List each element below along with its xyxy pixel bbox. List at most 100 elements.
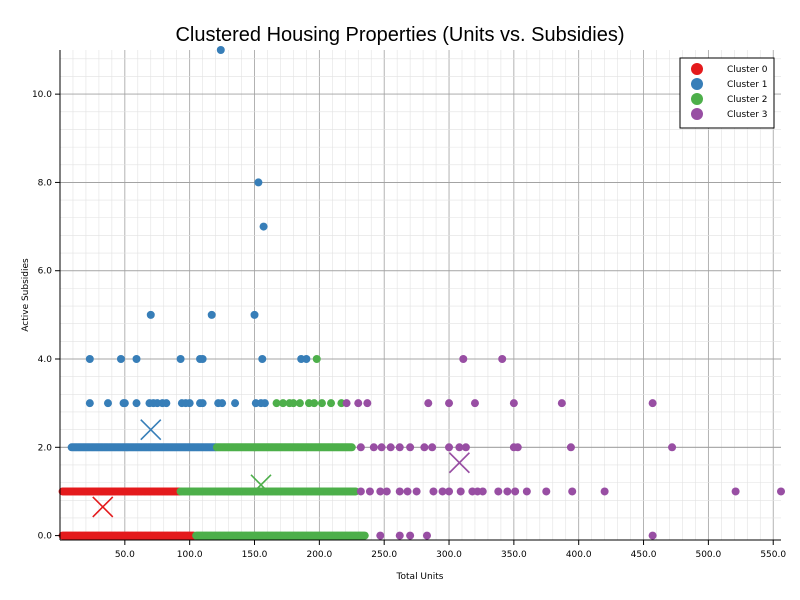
centroid-marker-cluster-0 xyxy=(92,496,114,518)
centroid-stroke xyxy=(140,419,162,441)
centroid-markers xyxy=(92,419,470,518)
data-point-cluster-2 xyxy=(312,355,321,364)
data-point-cluster-3 xyxy=(356,487,365,496)
data-point-cluster-3 xyxy=(494,487,503,496)
data-point-cluster-1 xyxy=(85,355,94,364)
data-point-cluster-3 xyxy=(668,443,677,452)
data-point-cluster-3 xyxy=(365,487,374,496)
data-point-cluster-3 xyxy=(498,355,507,364)
data-point-cluster-3 xyxy=(438,487,447,496)
x-tick-label: 500.0 xyxy=(695,550,721,560)
x-tick-label: 200.0 xyxy=(306,550,332,560)
data-point-cluster-3 xyxy=(395,443,404,452)
data-point-cluster-3 xyxy=(648,531,657,540)
data-point-cluster-2 xyxy=(272,399,281,408)
data-point-cluster-1 xyxy=(250,310,259,319)
data-points xyxy=(58,46,785,540)
data-point-cluster-3 xyxy=(777,487,785,496)
y-tick-label: 0.0 xyxy=(38,532,53,542)
data-point-cluster-1 xyxy=(85,399,94,408)
centroid-marker-cluster-3 xyxy=(448,452,470,474)
data-point-cluster-3 xyxy=(445,399,454,408)
data-point-cluster-3 xyxy=(354,399,363,408)
x-tick-label: 300.0 xyxy=(436,550,462,560)
x-tick-label: 350.0 xyxy=(501,550,527,560)
series-cluster-1 xyxy=(67,46,311,452)
data-point-cluster-1 xyxy=(120,399,129,408)
y-tick-label: 2.0 xyxy=(38,443,53,453)
data-point-cluster-1 xyxy=(258,355,267,364)
grid xyxy=(60,50,781,540)
data-point-cluster-3 xyxy=(513,443,522,452)
data-point-cluster-1 xyxy=(132,355,141,364)
data-point-cluster-3 xyxy=(557,399,566,408)
data-point-cluster-3 xyxy=(542,487,551,496)
legend-label-cluster-3: Cluster 3 xyxy=(727,110,768,120)
centroid-stroke xyxy=(250,474,272,496)
data-point-cluster-2 xyxy=(310,399,319,408)
centroid-stroke xyxy=(92,496,114,518)
data-point-cluster-3 xyxy=(376,487,385,496)
data-point-cluster-1 xyxy=(103,399,112,408)
x-tick-label: 100.0 xyxy=(177,550,203,560)
data-point-cluster-3 xyxy=(456,487,465,496)
data-point-cluster-3 xyxy=(470,399,479,408)
data-point-cluster-3 xyxy=(455,443,464,452)
data-point-cluster-3 xyxy=(377,443,386,452)
data-point-cluster-3 xyxy=(356,443,365,452)
data-point-cluster-3 xyxy=(382,487,391,496)
data-point-cluster-1 xyxy=(207,310,216,319)
data-point-cluster-1 xyxy=(218,399,227,408)
data-point-cluster-2 xyxy=(347,443,356,452)
data-point-cluster-3 xyxy=(376,531,385,540)
legend-label-cluster-0: Cluster 0 xyxy=(727,65,768,75)
data-point-cluster-3 xyxy=(363,399,372,408)
data-point-cluster-3 xyxy=(428,443,437,452)
y-axis-label: Active Subsidies xyxy=(21,258,31,332)
legend-marker-cluster-0 xyxy=(691,63,703,75)
data-point-cluster-1 xyxy=(216,46,225,54)
data-point-cluster-3 xyxy=(509,399,518,408)
x-tick-label: 550.0 xyxy=(760,550,786,560)
data-point-cluster-1 xyxy=(116,355,125,364)
data-point-cluster-1 xyxy=(259,222,268,231)
x-tick-label: 50.0 xyxy=(115,550,135,560)
data-point-cluster-1 xyxy=(146,310,155,319)
data-point-cluster-1 xyxy=(176,355,185,364)
data-point-cluster-3 xyxy=(503,487,512,496)
chart-title: Clustered Housing Properties (Units vs. … xyxy=(175,24,624,46)
data-point-cluster-3 xyxy=(445,443,454,452)
data-point-cluster-1 xyxy=(260,399,269,408)
data-point-cluster-2 xyxy=(279,399,288,408)
data-point-cluster-3 xyxy=(395,531,404,540)
legend-label-cluster-2: Cluster 2 xyxy=(727,95,768,105)
series-cluster-3 xyxy=(342,355,785,540)
data-point-cluster-1 xyxy=(198,399,207,408)
data-point-cluster-3 xyxy=(445,487,454,496)
data-point-cluster-3 xyxy=(461,443,470,452)
data-point-cluster-3 xyxy=(422,531,431,540)
data-point-cluster-2 xyxy=(317,399,326,408)
axes xyxy=(59,50,781,541)
x-tick-label: 150.0 xyxy=(242,550,268,560)
series-cluster-2 xyxy=(176,355,369,540)
data-point-cluster-3 xyxy=(395,487,404,496)
data-point-cluster-3 xyxy=(522,487,531,496)
data-point-cluster-2 xyxy=(360,531,369,540)
data-point-cluster-3 xyxy=(731,487,740,496)
x-tick-label: 400.0 xyxy=(566,550,592,560)
data-point-cluster-3 xyxy=(424,399,433,408)
y-tick-label: 10.0 xyxy=(32,90,52,100)
x-tick-label: 450.0 xyxy=(631,550,657,560)
data-point-cluster-3 xyxy=(386,443,395,452)
data-point-cluster-1 xyxy=(132,399,141,408)
centroid-marker-cluster-2 xyxy=(250,474,272,496)
data-point-cluster-3 xyxy=(420,443,429,452)
data-point-cluster-3 xyxy=(342,399,351,408)
data-point-cluster-3 xyxy=(406,443,415,452)
data-point-cluster-1 xyxy=(254,178,263,187)
legend-marker-cluster-1 xyxy=(691,78,703,90)
centroid-marker-cluster-1 xyxy=(140,419,162,441)
legend-label-cluster-1: Cluster 1 xyxy=(727,80,768,90)
